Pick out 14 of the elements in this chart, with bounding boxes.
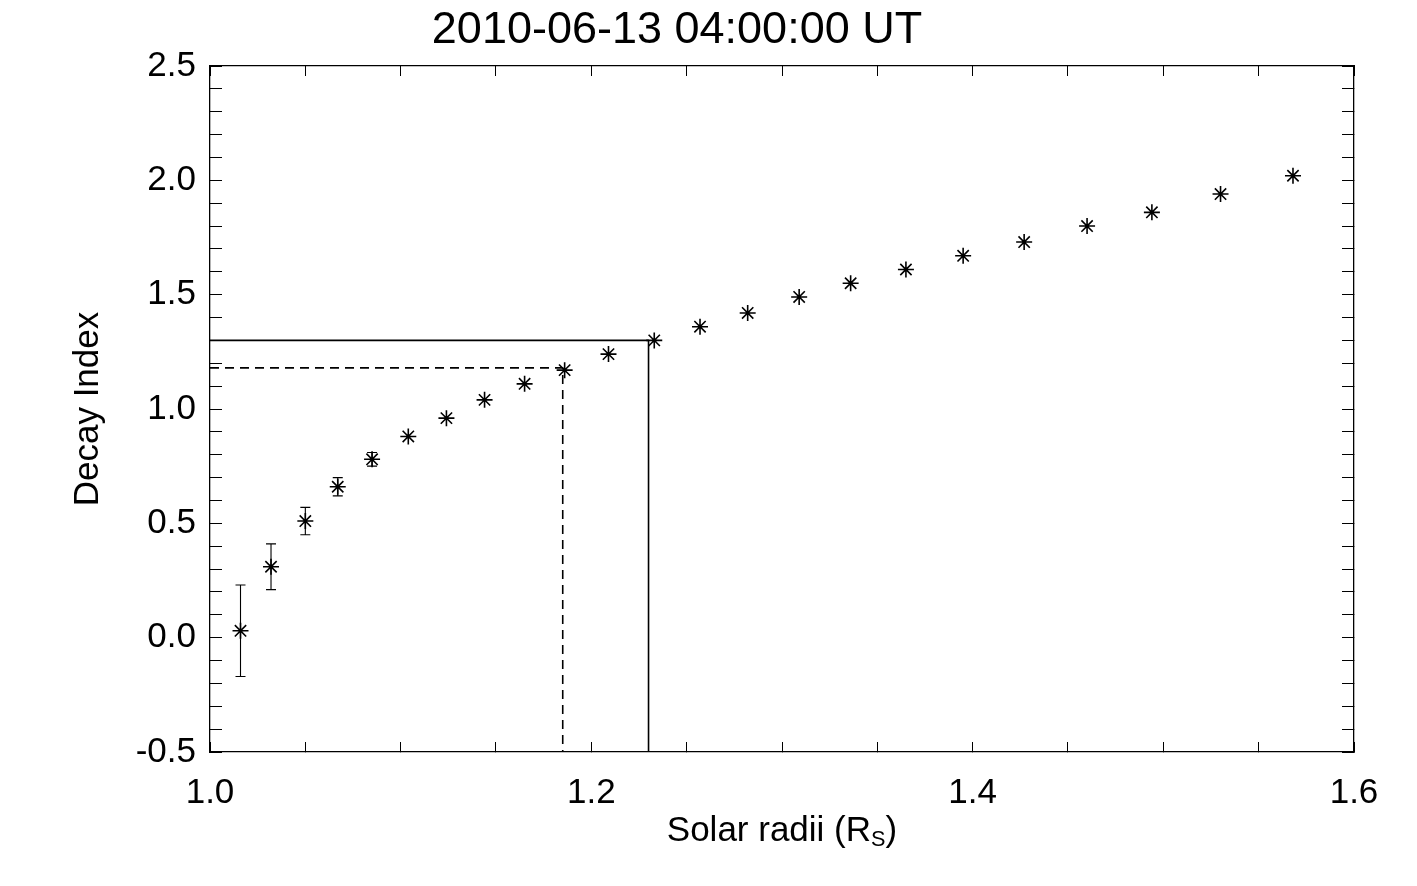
x-axis-title: Solar radii (R$_{S}$) — [665, 808, 899, 851]
y-tick-label: 0.5 — [147, 500, 196, 540]
y-tick-label: -0.5 — [135, 729, 196, 769]
y-axis-title: Decay Index — [65, 311, 105, 507]
x-tick-label: 1.0 — [185, 770, 235, 810]
y-tick-label: 0.0 — [147, 615, 196, 655]
y-tick-label: 2.0 — [147, 157, 196, 197]
y-tick-label: 2.5 — [147, 43, 196, 83]
y-tick-label: 1.0 — [147, 386, 196, 426]
y-tick-label: 1.5 — [147, 272, 196, 312]
x-tick-label: 1.6 — [1329, 770, 1379, 810]
x-tick-label: 1.4 — [948, 770, 997, 810]
chart-title: 2010-06-13 04:00:00 UT — [431, 2, 923, 54]
x-tick-label: 1.2 — [567, 770, 616, 810]
